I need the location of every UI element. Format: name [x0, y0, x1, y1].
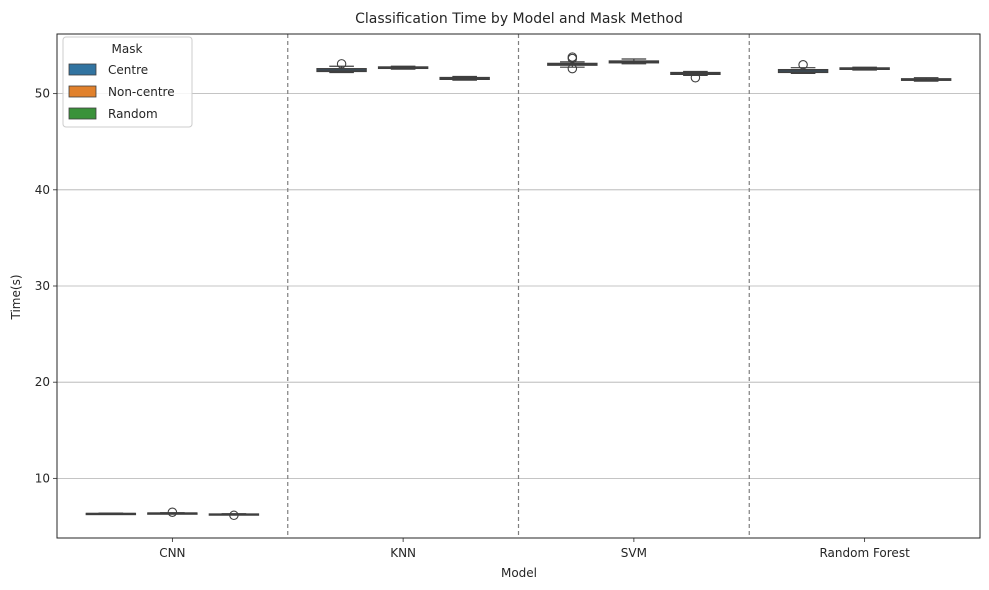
legend-label-centre: Centre [108, 63, 148, 77]
y-tick-label: 50 [35, 87, 50, 101]
chart-title: Classification Time by Model and Mask Me… [355, 11, 683, 27]
legend-frame [62, 36, 193, 128]
box-random [900, 77, 952, 82]
legend-label-non-centre: Non-centre [108, 85, 175, 99]
legend-items: Centre Non-centre Random [68, 63, 175, 121]
outlier-point [167, 507, 178, 517]
box-random [208, 510, 260, 521]
box-random [670, 70, 721, 83]
box-centre [85, 512, 137, 516]
x-tick-label: CNN [159, 546, 185, 560]
outlier-point [336, 59, 347, 69]
x-tick-label: KNN [390, 546, 416, 560]
legend-swatch-centre [68, 63, 97, 76]
y-tick-label: 20 [35, 375, 50, 389]
x-tick-label: Random Forest [819, 546, 910, 560]
box-random [439, 75, 490, 81]
x-tick-label: SVM [621, 546, 647, 560]
y-tick-label: 30 [35, 279, 50, 293]
outlier-point [229, 510, 239, 521]
outlier-point [690, 73, 701, 83]
boxes-layer [85, 52, 952, 521]
axes-layer: 10 20 30 40 50 CNN KNN SVM Random Forest [35, 87, 910, 560]
legend-title: Mask [112, 42, 143, 56]
group-separators [287, 34, 750, 538]
box-centre [547, 52, 598, 74]
legend-swatch-random [68, 107, 97, 120]
outlier-point [567, 63, 578, 74]
y-axis-label: Time(s) [9, 275, 23, 321]
box-non-centre [608, 58, 660, 65]
box-non-centre [839, 66, 890, 71]
legend-label-random: Random [108, 107, 158, 121]
box-non-centre [377, 65, 429, 70]
box-non-centre [147, 507, 198, 517]
legend-swatch-non-centre [68, 85, 97, 98]
outlier-point [798, 60, 808, 70]
y-tick-label: 40 [35, 183, 50, 197]
box-centre [316, 59, 367, 74]
x-axis-label: Model [501, 566, 537, 580]
y-tick-label: 10 [35, 471, 50, 485]
legend: Mask Centre Non-centre Random [62, 36, 193, 128]
box-centre [777, 60, 829, 75]
outlier-point [567, 53, 578, 64]
